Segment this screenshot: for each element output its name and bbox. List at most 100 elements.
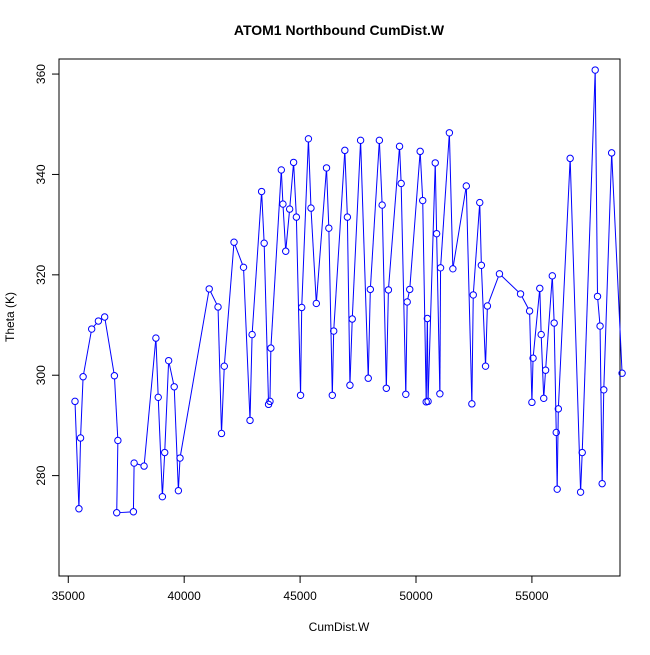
data-point [87, 325, 96, 333]
data-point [246, 416, 254, 425]
data-point [348, 315, 356, 323]
data-point [304, 135, 313, 143]
data-point [328, 391, 337, 400]
data-point [416, 147, 424, 156]
series-line-segment [551, 279, 555, 320]
data-point [343, 213, 352, 221]
data-point [161, 448, 169, 457]
data-point [481, 362, 490, 370]
data-point [476, 198, 484, 207]
series-line-segment [263, 246, 269, 402]
series-line-segment [221, 369, 225, 431]
data-point [525, 307, 534, 315]
series-line-segment [472, 205, 481, 292]
data-point [267, 344, 275, 352]
series-line-segment [479, 205, 482, 263]
data-point [257, 187, 266, 196]
data-point [266, 397, 274, 406]
data-point [600, 386, 608, 394]
data-point [260, 239, 268, 247]
series-line-segment [316, 171, 327, 301]
series-line-segment [243, 270, 251, 418]
series-line-segment [116, 443, 119, 510]
data-point [495, 270, 504, 278]
series-line-segment [597, 299, 601, 323]
series-line-segment [367, 292, 371, 376]
data-point [607, 149, 616, 157]
data-point [445, 129, 454, 137]
series-line-segment [93, 323, 97, 327]
data-point [322, 164, 331, 172]
data-point [540, 394, 548, 403]
data-point [71, 397, 79, 406]
series-line-segment [556, 412, 559, 486]
data-point [285, 205, 294, 213]
y-tick-label: 280 [34, 465, 48, 485]
series-group [71, 66, 626, 517]
series-line-segment [531, 361, 534, 400]
series-line-segment [407, 292, 410, 299]
x-tick-label: 55000 [515, 589, 549, 603]
series-line-segment [485, 309, 488, 364]
series-line-segment [465, 189, 473, 401]
data-point [325, 224, 333, 232]
data-point [536, 284, 544, 293]
data-point [395, 142, 404, 151]
series-line-segment [540, 337, 545, 396]
series-line-segment [532, 291, 540, 356]
y-axis-label: Theta (K) [3, 292, 17, 342]
series-line-segment [419, 154, 424, 198]
data-point [598, 479, 606, 488]
data-point [346, 381, 354, 389]
data-point [152, 334, 160, 342]
series-line-segment [545, 278, 553, 368]
x-tick-label: 35000 [52, 589, 86, 603]
series-line-segment [379, 143, 383, 202]
y-tick-label: 360 [34, 64, 48, 84]
series-line-segment [452, 189, 467, 266]
series-line-segment [224, 245, 235, 364]
data-point [364, 374, 372, 382]
series-line-segment [114, 378, 119, 438]
data-point [205, 285, 213, 293]
data-point [402, 390, 410, 398]
data-point [406, 285, 414, 294]
series-line-segment [434, 166, 438, 231]
data-point [292, 213, 301, 221]
series-line-segment [349, 322, 353, 383]
series-line-segment [580, 455, 583, 489]
data-point [76, 434, 85, 442]
series-line-segment [388, 149, 400, 287]
x-tick-label: 40000 [167, 589, 201, 603]
data-point [548, 272, 557, 280]
series-line-segment [436, 236, 441, 391]
data-point [366, 285, 375, 294]
data-point [356, 136, 365, 145]
series-line-segment [360, 143, 369, 376]
series-line-segment [440, 135, 450, 265]
series-line-segment [310, 211, 317, 301]
series-line-segment [326, 171, 330, 225]
series-line-segment [501, 275, 519, 293]
data-point [419, 196, 427, 205]
series-line-segment [251, 194, 262, 332]
series-line-segment [594, 73, 598, 294]
data-point [282, 247, 290, 255]
data-point [468, 400, 476, 408]
data-point [220, 362, 228, 370]
series-line-segment [599, 329, 603, 481]
data-point [397, 179, 405, 188]
x-axis: 35000 40000 45000 50000 55000 [52, 575, 549, 603]
series-line-segment [344, 153, 348, 214]
series-line-segment [333, 153, 346, 328]
y-axis: 280 300 320 340 360 [34, 64, 60, 486]
data-point [100, 313, 109, 321]
data-point [140, 462, 148, 470]
series-line-segment [234, 245, 243, 265]
series-line-segment [346, 220, 351, 383]
series-line-segment [370, 143, 380, 287]
data-point [158, 492, 167, 501]
series-line-segment [611, 156, 623, 371]
